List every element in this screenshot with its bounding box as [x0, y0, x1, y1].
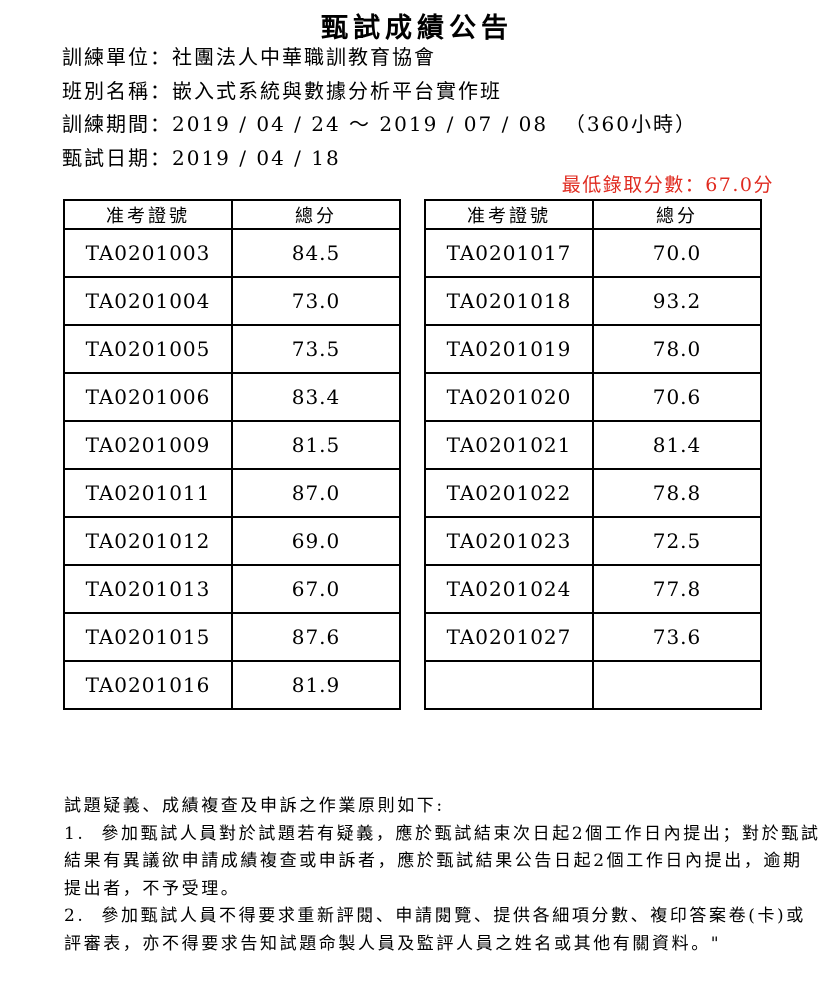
table-row: TA0201020 70.6 — [424, 372, 762, 422]
score-cell: 77.8 — [592, 564, 762, 614]
table-row: TA0201016 81.9 — [63, 660, 401, 710]
table-row — [424, 660, 762, 710]
column-header: 准考證號 — [424, 199, 594, 230]
note-line: 評審表，亦不得要求告知試題命製人員及監評人員之姓名或其他有關資料。" — [64, 933, 722, 954]
score-cell: 73.6 — [592, 612, 762, 662]
ticket-number-cell: TA0201012 — [63, 516, 233, 566]
score-cell: 72.5 — [592, 516, 762, 566]
ticket-number-cell: TA0201003 — [63, 228, 233, 278]
score-cell: 69.0 — [231, 516, 401, 566]
table-row: TA0201012 69.0 — [63, 516, 401, 566]
score-cell: 84.5 — [231, 228, 401, 278]
info-line: 甄試日期：2019 / 04 / 18 — [62, 145, 341, 170]
ticket-number-cell — [424, 660, 594, 710]
note-line: 試題疑義、成績複查及申訴之作業原則如下: — [64, 796, 445, 816]
table-row: TA0201006 83.4 — [63, 372, 401, 422]
score-cell: 67.0 — [231, 564, 401, 614]
score-cell: 81.4 — [592, 420, 762, 470]
ticket-number-cell: TA0201024 — [424, 564, 594, 614]
ticket-number-cell: TA0201009 — [63, 420, 233, 470]
ticket-number-cell: TA0201018 — [424, 276, 594, 326]
score-cell: 93.2 — [592, 276, 762, 326]
ticket-number-cell: TA0201019 — [424, 324, 594, 374]
score-cell: 73.5 — [231, 324, 401, 374]
table-row: TA0201018 93.2 — [424, 276, 762, 326]
column-header: 總分 — [592, 199, 762, 230]
ticket-number-cell: TA0201011 — [63, 468, 233, 518]
score-table-left: 准考證號 總分 TA0201003 84.5 TA0201004 73.0 TA020100… — [63, 199, 401, 710]
table-row: TA0201013 67.0 — [63, 564, 401, 614]
table-row: TA0201017 70.0 — [424, 228, 762, 278]
ticket-number-cell: TA0201004 — [63, 276, 233, 326]
column-header: 總分 — [231, 199, 401, 230]
score-cell: 87.6 — [231, 612, 401, 662]
table-row: TA0201019 78.0 — [424, 324, 762, 374]
ticket-number-cell: TA0201023 — [424, 516, 594, 566]
appeal-notes-block: 試題疑義、成績複查及申訴之作業原則如下: 1. 參加甄試人員對於試題若有疑義，應於… — [64, 793, 820, 958]
ticket-number-cell: TA0201005 — [63, 324, 233, 374]
table-row: TA0201003 84.5 — [63, 228, 401, 278]
table-row: TA0201011 87.0 — [63, 468, 401, 518]
table-row: TA0201009 81.5 — [63, 420, 401, 470]
score-cell — [592, 660, 762, 710]
ticket-number-cell: TA0201021 — [424, 420, 594, 470]
score-cell: 70.6 — [592, 372, 762, 422]
table-row: TA0201024 77.8 — [424, 564, 762, 614]
score-cell: 83.4 — [231, 372, 401, 422]
ticket-number-cell: TA0201027 — [424, 612, 594, 662]
table-row: TA0201022 78.8 — [424, 468, 762, 518]
note-line: 提出者，不予受理。 — [64, 878, 241, 899]
note-line: 結果有異議欲申請成績複查或申訴者，應於甄試結果公告日起2個工作日內提出，逾期 — [64, 851, 803, 871]
info-line: 班別名稱：嵌入式系統與數據分析平台實作班 — [62, 78, 502, 103]
table-row: TA0201004 73.0 — [63, 276, 401, 326]
score-table-right: 准考證號 總分 TA0201017 70.0 TA0201018 93.2 TA020101… — [424, 199, 762, 710]
column-header: 准考證號 — [63, 199, 233, 230]
table-header-row: 准考證號 總分 — [63, 199, 401, 230]
ticket-number-cell: TA0201022 — [424, 468, 594, 518]
ticket-number-cell: TA0201016 — [63, 660, 233, 710]
ticket-number-cell: TA0201006 — [63, 372, 233, 422]
table-row: TA0201023 72.5 — [424, 516, 762, 566]
minimum-score-note: 最低錄取分數：67.0分 — [561, 174, 774, 196]
score-cell: 78.0 — [592, 324, 762, 374]
score-cell: 78.8 — [592, 468, 762, 518]
score-cell: 81.5 — [231, 420, 401, 470]
table-row: TA0201015 87.6 — [63, 612, 401, 662]
score-cell: 87.0 — [231, 468, 401, 518]
score-cell: 73.0 — [231, 276, 401, 326]
info-line: 訓練期間：2019 / 04 / 24 ～ 2019 / 07 / 08 （36… — [62, 112, 698, 136]
training-info-block: 訓練單位：社團法人中華職訓教育協會班別名稱：嵌入式系統與數據分析平台實作班訓練期… — [62, 41, 697, 175]
table-row: TA0201027 73.6 — [424, 612, 762, 662]
ticket-number-cell: TA0201020 — [424, 372, 594, 422]
score-cell: 81.9 — [231, 660, 401, 710]
note-line: 2. 參加甄試人員不得要求重新評閱、申請閱覽、提供各細項分數、複印答案卷(卡)或 — [64, 906, 806, 926]
table-row: TA0201021 81.4 — [424, 420, 762, 470]
table-row: TA0201005 73.5 — [63, 324, 401, 374]
page-title: 甄試成績公告 — [321, 13, 513, 44]
info-line: 訓練單位：社團法人中華職訓教育協會 — [62, 45, 436, 69]
note-line: 1. 參加甄試人員對於試題若有疑義，應於甄試結束次日起2個工作日內提出；對於甄試 — [64, 823, 821, 844]
ticket-number-cell: TA0201015 — [63, 612, 233, 662]
score-cell: 70.0 — [592, 228, 762, 278]
table-header-row: 准考證號 總分 — [424, 199, 762, 230]
ticket-number-cell: TA0201017 — [424, 228, 594, 278]
ticket-number-cell: TA0201013 — [63, 564, 233, 614]
